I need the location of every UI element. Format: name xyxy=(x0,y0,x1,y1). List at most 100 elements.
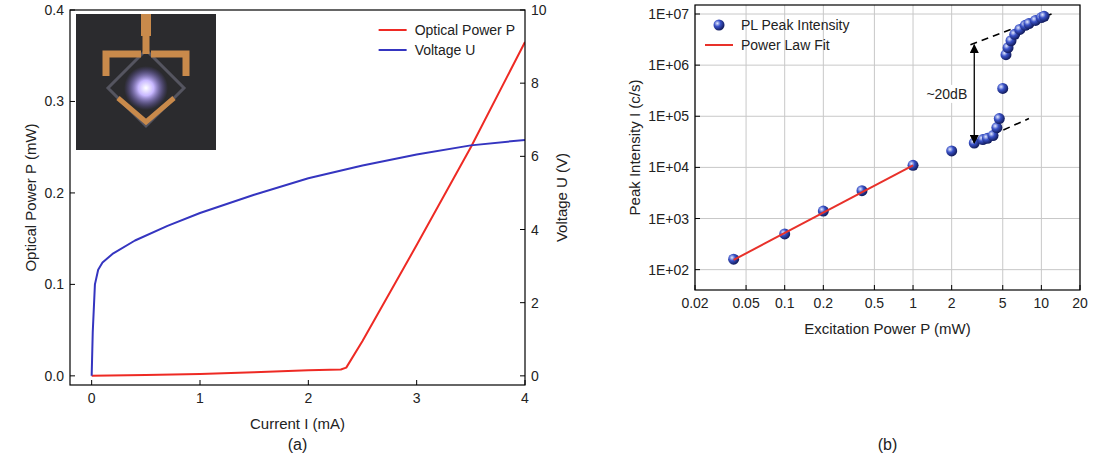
tick xyxy=(70,101,75,102)
tick xyxy=(874,285,875,290)
tick xyxy=(308,380,309,385)
legend-label: Power Law Fit xyxy=(741,37,830,53)
grid-line xyxy=(874,5,875,290)
legend-swatch xyxy=(714,20,725,31)
tick-label: 0.05 xyxy=(732,295,759,311)
tick-label: 4 xyxy=(521,390,529,406)
inset-background xyxy=(76,14,216,150)
axis-title: Current I (mA) xyxy=(250,415,345,432)
tick-label: 0.2 xyxy=(45,185,65,201)
data-point xyxy=(908,160,919,171)
tick-label: 0.1 xyxy=(45,276,65,292)
tick-label: 1E+07 xyxy=(648,6,689,22)
tick xyxy=(823,285,824,290)
figure: 012340.00.10.20.30.40246810Current I (mA… xyxy=(0,0,1114,461)
tick-label: 4 xyxy=(531,222,539,238)
grid-line xyxy=(695,14,1080,15)
tick-label: 0.5 xyxy=(865,295,885,311)
inset-contact xyxy=(141,14,151,36)
grid-line xyxy=(1041,5,1042,290)
panel-label: (a) xyxy=(288,436,308,453)
tick-label: 1E+02 xyxy=(648,262,689,278)
inset-mesa xyxy=(108,50,184,126)
inset-photo xyxy=(76,14,216,150)
tick-label: 2 xyxy=(531,295,539,311)
annotation-arrow xyxy=(974,45,975,143)
tick xyxy=(1002,285,1003,290)
legend-swatch xyxy=(705,44,733,46)
tick-label: 0 xyxy=(88,390,96,406)
legend-label: Voltage U xyxy=(415,42,476,58)
tick xyxy=(784,285,785,290)
tick-label: 0.2 xyxy=(814,295,834,311)
tick xyxy=(416,380,417,385)
tick-label: 8 xyxy=(531,75,539,91)
tick-label: 0.3 xyxy=(45,93,65,109)
tick-label: 1 xyxy=(909,295,917,311)
tick-label: 1E+05 xyxy=(648,108,689,124)
axis-title: Optical Power P (mW) xyxy=(22,123,39,271)
tick xyxy=(951,285,952,290)
legend-swatch xyxy=(379,49,407,51)
tick-label: 0.02 xyxy=(681,295,708,311)
tick xyxy=(525,380,526,385)
tick-label: 1 xyxy=(196,390,204,406)
axis-title: Voltage U (V) xyxy=(553,153,570,242)
tick xyxy=(70,284,75,285)
tick xyxy=(70,192,75,193)
annotation-patch xyxy=(924,85,969,103)
data-point xyxy=(997,83,1008,94)
inset-emission xyxy=(124,66,168,110)
tick xyxy=(695,269,700,270)
panel-label: (b) xyxy=(878,436,898,453)
tick-label: 20 xyxy=(1072,295,1088,311)
axis-title: Excitation Power P (mW) xyxy=(804,320,970,337)
tick-label: 0.4 xyxy=(45,2,65,18)
tick xyxy=(70,10,75,11)
data-point xyxy=(994,113,1005,124)
legend: Optical Power P Voltage U xyxy=(379,22,515,58)
tick xyxy=(200,380,201,385)
tick xyxy=(520,10,525,11)
tick xyxy=(91,380,92,385)
panel-0: 012340.00.10.20.30.40246810Current I (mA… xyxy=(22,2,569,453)
legend-swatch xyxy=(379,29,407,31)
tick-label: 1E+04 xyxy=(648,159,689,175)
tick xyxy=(695,167,700,168)
tick-label: 10 xyxy=(1034,295,1050,311)
tick xyxy=(1041,285,1042,290)
grid xyxy=(695,5,1080,290)
annotation-text: ~20dB xyxy=(926,86,967,102)
tick xyxy=(695,116,700,117)
legend-label: PL Peak Intensity xyxy=(741,17,849,33)
grid-line xyxy=(695,269,1080,270)
legend-label: Optical Power P xyxy=(415,22,515,38)
tick xyxy=(520,83,525,84)
data-line xyxy=(734,165,913,260)
tick-label: 1E+03 xyxy=(648,211,689,227)
grid-line xyxy=(695,218,1080,219)
tick xyxy=(695,65,700,66)
tick-label: 0.1 xyxy=(775,295,795,311)
tick xyxy=(520,375,525,376)
tick xyxy=(695,14,700,15)
tick-label: 0.0 xyxy=(45,368,65,384)
data-point xyxy=(946,145,957,156)
plot-area xyxy=(728,11,1051,265)
grid-line xyxy=(913,5,914,290)
tick-label: 5 xyxy=(999,295,1007,311)
tick-label: 3 xyxy=(413,390,421,406)
axis-title: Peak Intensity I (c/s) xyxy=(626,80,643,216)
tick-label: 2 xyxy=(304,390,312,406)
tick xyxy=(913,285,914,290)
tick xyxy=(520,229,525,230)
tick xyxy=(520,156,525,157)
tick-label: 10 xyxy=(531,2,547,18)
panel-1: 0.020.050.10.20.512510201E+021E+031E+041… xyxy=(626,5,1088,453)
tick xyxy=(70,375,75,376)
tick xyxy=(520,302,525,303)
plot-area xyxy=(92,42,525,376)
legend: PL Peak Intensity Power Law Fit xyxy=(705,17,849,53)
data-line xyxy=(92,42,525,376)
tick xyxy=(695,285,696,290)
